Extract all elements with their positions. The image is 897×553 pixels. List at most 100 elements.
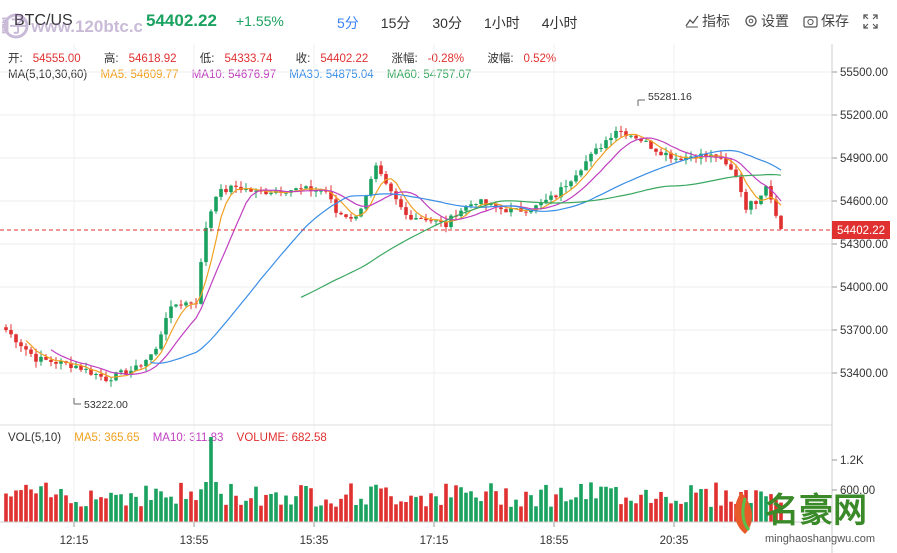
candle-body: [724, 158, 728, 165]
ma10-value: MA10: 54676.97: [191, 69, 277, 81]
candle-body: [29, 349, 33, 354]
volume-bar: [114, 494, 118, 522]
volume-bar: [109, 492, 113, 522]
volume-bar: [419, 495, 423, 522]
volume-bar: [619, 504, 623, 522]
axes: 55500.00 55200.00 54900.00 54600.00 54300.00…: [0, 44, 888, 553]
volume-bar: [499, 504, 503, 522]
candle-body: [289, 190, 293, 193]
volume-bar: [494, 491, 498, 522]
candle-body: [709, 154, 713, 157]
candle-body: [24, 346, 28, 350]
volume-bar: [689, 485, 693, 522]
save-button[interactable]: 保存: [803, 11, 849, 31]
candle-body: [204, 227, 208, 263]
volume-bar: [569, 499, 573, 522]
volume-bar: [224, 504, 228, 522]
close-label: 收:: [295, 53, 311, 65]
volume-bar: [284, 495, 288, 522]
candle-body: [739, 176, 743, 192]
settings-button[interactable]: 设置: [744, 11, 789, 31]
volume-bar: [64, 495, 68, 522]
volume-bar: [319, 505, 323, 522]
logo-url: minghaoshangwu.com: [765, 533, 875, 545]
candle-body: [34, 353, 38, 362]
candle-body: [114, 372, 118, 381]
candle-body: [589, 153, 593, 162]
volume-bar: [674, 500, 678, 522]
tab-1h[interactable]: 1小时: [483, 15, 520, 31]
volume-bar: [14, 490, 18, 522]
volume-bar: [84, 506, 88, 522]
low-value: 54333.74: [224, 53, 273, 65]
volume-bar: [294, 496, 298, 522]
candle-body: [339, 212, 343, 215]
ohlc-readout: 开: 54555.00 高: 54618.92 低: 54333.74 收: 54402…: [8, 50, 576, 66]
candle-body: [209, 211, 213, 228]
volume-bar: [44, 482, 48, 522]
candle-body: [124, 370, 128, 375]
change-label: 涨幅:: [391, 53, 418, 65]
fullscreen-icon: [863, 13, 878, 29]
low-label: 低:: [199, 53, 215, 65]
ma60-value: MA60: 54757.07: [386, 69, 472, 81]
volume-bar: [369, 486, 373, 522]
candle-body: [389, 183, 393, 192]
candle-body: [79, 365, 83, 370]
candle-body: [299, 188, 303, 190]
tab-4h[interactable]: 4小时: [541, 15, 578, 31]
volume-bar: [489, 483, 493, 522]
candle-body: [434, 220, 438, 222]
candle-body: [354, 216, 358, 219]
volume-bar: [209, 437, 213, 522]
candle-body: [659, 151, 663, 156]
volume-bar: [599, 486, 603, 522]
volume-bar: [714, 482, 718, 522]
volume-bar: [94, 499, 98, 522]
candle-body: [214, 196, 218, 212]
volume-bar: [459, 487, 463, 522]
volume-bar: [444, 483, 448, 522]
volume-bar: [144, 485, 148, 522]
volume-bar: [659, 491, 663, 522]
volume-bar: [344, 494, 348, 522]
volume-bar: [274, 492, 278, 522]
volume-bar: [349, 483, 353, 522]
candle-body: [294, 188, 298, 191]
tab-15m[interactable]: 15分: [380, 15, 411, 31]
volume-bar: [49, 497, 53, 522]
volume-bar: [554, 494, 558, 522]
volume-bar: [574, 497, 578, 522]
volume-bar: [434, 496, 438, 522]
volume-bar: [704, 488, 708, 522]
time-tick-label: 12:15: [60, 535, 89, 547]
tab-5m[interactable]: 5分: [337, 15, 359, 31]
fullscreen-button[interactable]: [863, 13, 881, 29]
volume-bar: [404, 501, 408, 522]
volume-bar: [624, 497, 628, 522]
candle-body: [424, 218, 428, 221]
volume-bar: [529, 495, 533, 522]
candle-body: [134, 365, 138, 371]
candle-body: [479, 199, 483, 204]
volume-bar: [374, 484, 378, 522]
volume-bar: [229, 483, 233, 522]
candle-body: [344, 214, 348, 218]
tab-30m[interactable]: 30分: [432, 15, 462, 31]
candle-body: [374, 165, 378, 180]
candle-body: [154, 348, 158, 355]
volume-bar: [614, 487, 618, 522]
candle-body: [494, 203, 498, 208]
candle-body: [444, 221, 448, 228]
volume-bar: [169, 496, 173, 522]
candle-body: [179, 304, 183, 306]
volume-bar: [379, 488, 383, 522]
symbol-label[interactable]: BTC/US: [14, 12, 73, 29]
volume-bar: [329, 503, 333, 522]
volume-bar: [289, 504, 293, 522]
volume-bar: [4, 493, 8, 522]
volume-bar: [504, 488, 508, 522]
indicators-button[interactable]: 指标: [685, 11, 730, 31]
volume-bar: [314, 506, 318, 522]
candle-body: [104, 376, 108, 382]
